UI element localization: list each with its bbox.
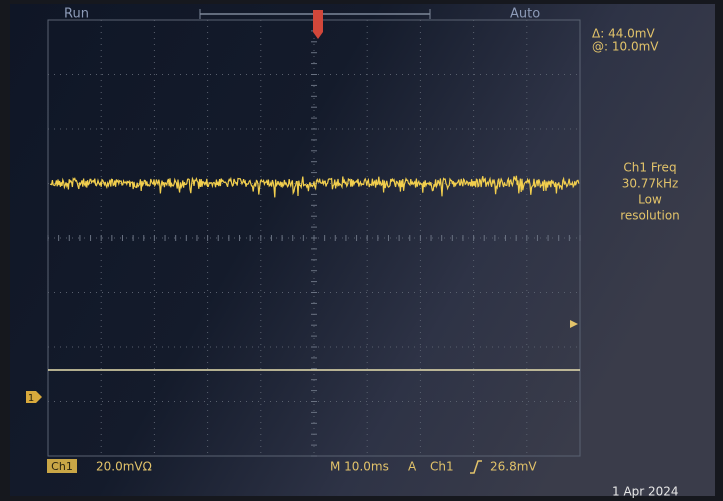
run-status: Run [64, 7, 89, 22]
display [10, 4, 715, 496]
channel-badge-label: Ch1 [51, 460, 73, 473]
oscilloscope-screen: Run Auto Δ: 44.0mV @: 10.0mV Ch1 Freq 30… [0, 0, 723, 501]
page: {"status": {"run": "Run", "mode": "Auto"… [0, 0, 723, 501]
measurement-value: 30.77kHz [622, 177, 679, 191]
cursor-delta: Δ: 44.0mV [592, 27, 655, 41]
cursor-at: @: 10.0mV [592, 40, 659, 54]
measurement-note: resolution [620, 209, 680, 223]
trigger-level: 26.8mV [490, 460, 537, 474]
channel-scale: 20.0mVΩ [96, 460, 152, 474]
trigger-mode: Auto [510, 7, 540, 22]
measurement-note: Low [638, 193, 662, 207]
timebase: M 10.0ms [330, 460, 389, 474]
trigger-mode-label: A [408, 460, 417, 474]
channel-marker-label: 1 [28, 393, 34, 404]
measurement-label: Ch1 Freq [623, 161, 676, 175]
date: 1 Apr 2024 [612, 485, 679, 499]
trigger-source: Ch1 [430, 460, 454, 474]
